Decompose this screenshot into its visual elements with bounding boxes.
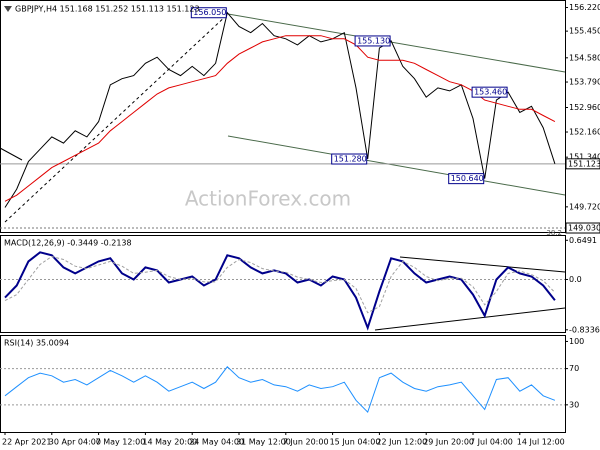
annotation-box	[448, 173, 485, 185]
annotation-label: 150.640	[451, 174, 484, 183]
x-tick-label: 24 May 04:00	[189, 438, 244, 447]
level-note: 38.2	[546, 229, 562, 237]
y-tick-label: 154.580	[569, 53, 600, 62]
series-line	[4, 251, 556, 331]
x-tick-label: 31 May 12:00	[236, 438, 291, 447]
annotation-box	[471, 86, 508, 98]
level-tag	[565, 222, 600, 234]
trendline	[0, 147, 23, 161]
y-tick-label: 0.0	[569, 275, 582, 284]
channel-bottom	[227, 135, 566, 196]
x-tick-label: 29 Jun 20:00	[423, 438, 474, 447]
y-tick-label: 100	[569, 337, 584, 346]
y-tick-label: 152.960	[569, 103, 600, 112]
annotation-box	[331, 153, 368, 165]
annotation-label: 153.460	[474, 88, 507, 97]
x-tick-label: 14 Jul 12:00	[517, 438, 565, 447]
x-tick-label: 22 Jun 12:00	[376, 438, 427, 447]
x-tick-label: 22 Apr 2021	[2, 438, 51, 447]
channel-top	[227, 13, 566, 73]
y-tick-label: 30	[569, 400, 579, 409]
series-line	[4, 35, 556, 202]
x-tick-label: 30 Apr 04:00	[49, 438, 101, 447]
watermark: ActionForex.com	[185, 187, 351, 211]
annotation-box	[354, 35, 391, 47]
y-tick-label: 151.340	[569, 153, 600, 162]
macd-line-top	[399, 256, 566, 273]
y-tick-label: 149.720	[569, 202, 600, 211]
x-tick-label: 7 May 12:00	[96, 438, 146, 447]
trendlines	[0, 13, 566, 331]
x-tick-label: 14 May 20:00	[142, 438, 197, 447]
symbol-icon	[4, 6, 12, 12]
annotation-label: 151.280	[334, 155, 367, 164]
panel-title: MACD(12,26,9) -0.3449 -0.2138	[4, 239, 132, 248]
annotation-box	[190, 7, 227, 19]
frames	[0, 0, 566, 433]
y-tick-label: 156.220	[569, 3, 600, 12]
y-tick-label: 155.450	[569, 27, 600, 36]
macd-frame	[0, 235, 566, 333]
x-tick-label: 15 Jun 04:00	[330, 438, 381, 447]
trendline	[4, 13, 229, 223]
x-tick-label: 7 Jul 04:00	[470, 438, 513, 447]
y-tick-label: 0.6491	[569, 236, 597, 245]
macd-line-bottom	[374, 307, 566, 331]
level-label: 149.030	[568, 224, 600, 233]
y-tick-label: -0.8336	[569, 325, 600, 334]
last-price-label: 151.123	[568, 159, 600, 168]
y-tick-label: 153.790	[569, 78, 600, 87]
price-frame	[0, 0, 566, 233]
last-price-tag	[565, 158, 600, 170]
panel-title: GBPJPY,H4 151.168 151.252 151.113 151.12…	[15, 5, 200, 14]
y-tick-label: 70	[569, 364, 579, 373]
y-tick-label: 152.160	[569, 128, 600, 137]
x-tick-label: 7 Jun 20:00	[283, 438, 329, 447]
panel-title: RSI(14) 35.0094	[4, 339, 69, 348]
annotation-label: 156.050	[193, 8, 226, 17]
rsi-frame	[0, 335, 566, 433]
annotation-label: 155.130	[357, 36, 390, 45]
series-line	[4, 366, 556, 414]
